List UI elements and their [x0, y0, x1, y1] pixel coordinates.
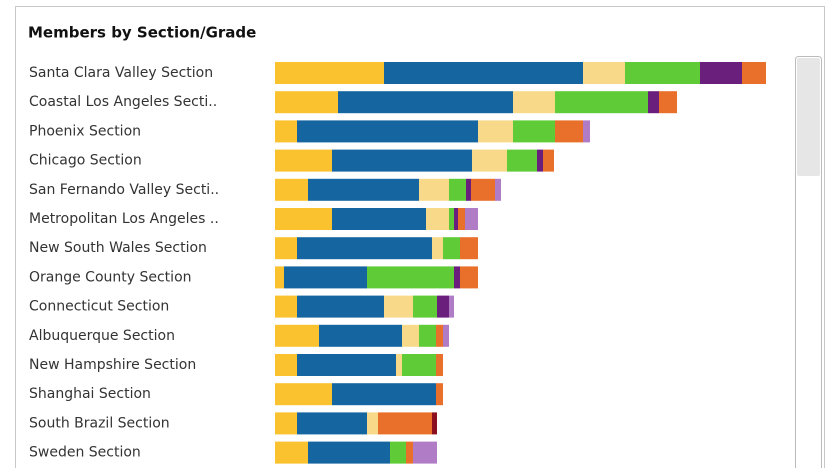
bar-segment [367, 412, 378, 435]
bar-segment [471, 178, 495, 201]
bar-segment [275, 178, 308, 201]
bar-segment [543, 149, 554, 172]
bar-segment [449, 178, 466, 201]
bar-segment [308, 441, 390, 464]
bar-segment [284, 266, 367, 289]
bar-segment [297, 120, 478, 143]
category-label: Orange County Section [29, 269, 192, 285]
bar-segment [332, 149, 472, 172]
bar-segment [384, 62, 583, 84]
bar-segment [297, 295, 384, 318]
bar-segment [332, 383, 436, 406]
bar-segment [436, 324, 443, 347]
bar-segment [458, 208, 465, 230]
bar-segment [555, 120, 583, 143]
bar-segment [648, 91, 659, 114]
bar-segment [275, 237, 297, 260]
bar-segment [432, 412, 437, 435]
bar-segment [308, 178, 419, 201]
bar-segment [275, 120, 297, 143]
category-label: Albuquerque Section [29, 328, 175, 344]
bar-segment [384, 295, 413, 318]
bar-segment [275, 295, 297, 318]
bar-segment [297, 412, 367, 435]
bar-segment [465, 208, 478, 230]
bar-segment [390, 441, 406, 464]
category-label: Sweden Section [29, 445, 141, 461]
bar-segment [275, 62, 384, 84]
bar-segment [443, 324, 449, 347]
bar-segment [378, 412, 432, 435]
category-label: Chicago Section [29, 153, 142, 169]
bar-segment [275, 412, 297, 435]
bar-segment [338, 91, 513, 114]
category-label: Metropolitan Los Angeles .. [29, 211, 219, 227]
bar-segment [437, 295, 449, 318]
bar-segment [513, 91, 555, 114]
bar-segment [495, 178, 501, 201]
bar-segment [513, 120, 555, 143]
bar-segment [432, 237, 443, 260]
bar-segment [700, 62, 742, 84]
bar-segment [319, 324, 402, 347]
bar-segment [537, 149, 543, 172]
bar-segment [275, 266, 284, 289]
bar-segment [275, 324, 319, 347]
chart-title: Members by Section/Grade [28, 24, 256, 42]
bar-segment [297, 354, 396, 376]
bar-segment [275, 441, 308, 464]
bar-segment [507, 149, 537, 172]
bar-segment [460, 237, 478, 260]
bar-segment [460, 266, 478, 289]
bar-segment [275, 383, 332, 406]
bar-segment [367, 266, 454, 289]
bar-segment [413, 295, 437, 318]
bar-segment [419, 324, 436, 347]
bar-segment [332, 208, 426, 230]
category-label: Connecticut Section [29, 299, 169, 315]
bar-segment [742, 62, 766, 84]
bar-segment [275, 354, 297, 376]
bar-segment [419, 178, 449, 201]
bar-segment [402, 354, 436, 376]
bar-segment [659, 91, 677, 114]
bar-segment [625, 62, 700, 84]
bar-segment [583, 120, 590, 143]
bar-segment [555, 91, 648, 114]
bar-segment [472, 149, 507, 172]
bar-segment [275, 149, 332, 172]
category-label: New South Wales Section [29, 240, 207, 256]
bar-segment [436, 383, 443, 406]
bar-segment [454, 266, 460, 289]
category-label: Phoenix Section [29, 123, 141, 139]
bar-segment [449, 208, 454, 230]
bar-segment [454, 208, 458, 230]
category-label: Shanghai Section [29, 386, 151, 402]
scrollbar-thumb[interactable] [797, 58, 820, 176]
bar-segment [426, 208, 449, 230]
category-label: San Fernando Valley Secti.. [29, 182, 219, 198]
bar-segment [583, 62, 625, 84]
bar-segment [396, 354, 402, 376]
bar-segment [402, 324, 419, 347]
bar-segment [275, 91, 338, 114]
bar-segment [413, 441, 437, 464]
bar-segment [466, 178, 471, 201]
bar-segment [275, 208, 332, 230]
bar-segment [436, 354, 443, 376]
bar-segment [406, 441, 413, 464]
bar-segment [449, 295, 454, 318]
bar-segment [297, 237, 432, 260]
category-label: New Hampshire Section [29, 357, 196, 373]
bar-segment [478, 120, 513, 143]
category-label: South Brazil Section [29, 415, 170, 431]
category-label: Coastal Los Angeles Secti.. [29, 94, 217, 110]
bar-segment [443, 237, 460, 260]
category-label: Santa Clara Valley Section [29, 65, 213, 81]
